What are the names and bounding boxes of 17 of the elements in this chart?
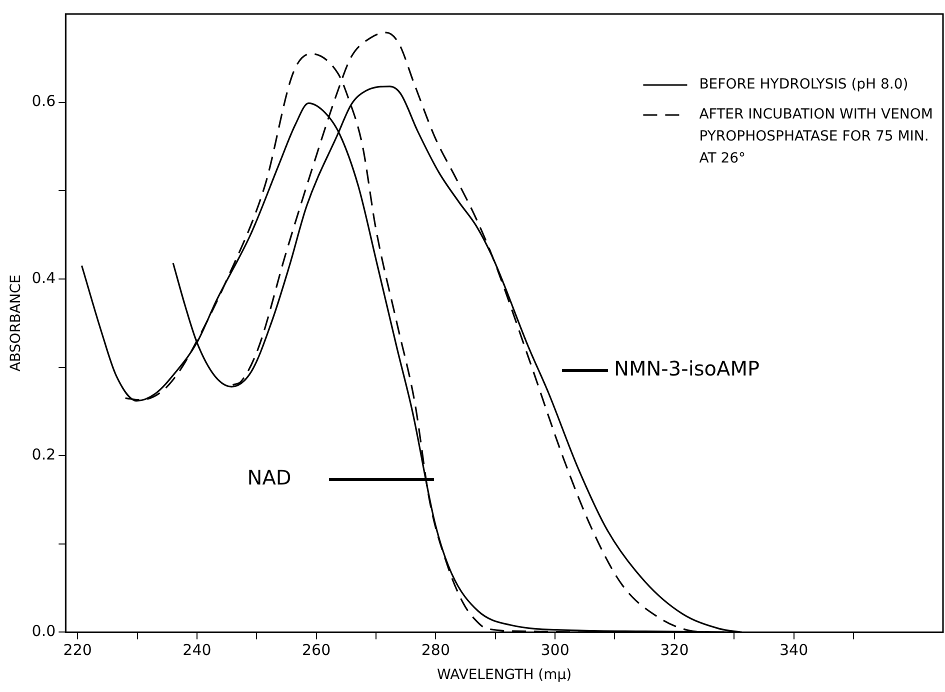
x-tick-label: 280: [421, 641, 450, 660]
y-tick-label: 0.0: [32, 622, 56, 640]
y-tick-label: 0.2: [32, 445, 56, 464]
y-axis-title: ABSORBANCE: [8, 274, 24, 372]
legend-label: BEFORE HYDROLYSIS (pH 8.0): [699, 76, 908, 93]
x-axis-title: WAVELENGTH (mμ): [437, 667, 572, 684]
x-tick-label: 340: [779, 641, 808, 660]
x-tick-label: 260: [302, 641, 331, 660]
y-tick-label: 0.4: [32, 268, 56, 287]
x-tick-label: 220: [63, 641, 92, 660]
annotation: NMN-3-isoAMP: [614, 356, 760, 380]
x-tick-label: 240: [182, 641, 212, 660]
x-tick-label: 320: [660, 641, 689, 660]
x-tick-label: 300: [540, 641, 570, 660]
legend-label: AFTER INCUBATION WITH VENOM PYROPHOSPHATASE FOR 75 MIN. AT 26°: [699, 106, 933, 167]
annotation: NAD: [247, 466, 292, 490]
y-tick-label: 0.6: [32, 92, 56, 110]
